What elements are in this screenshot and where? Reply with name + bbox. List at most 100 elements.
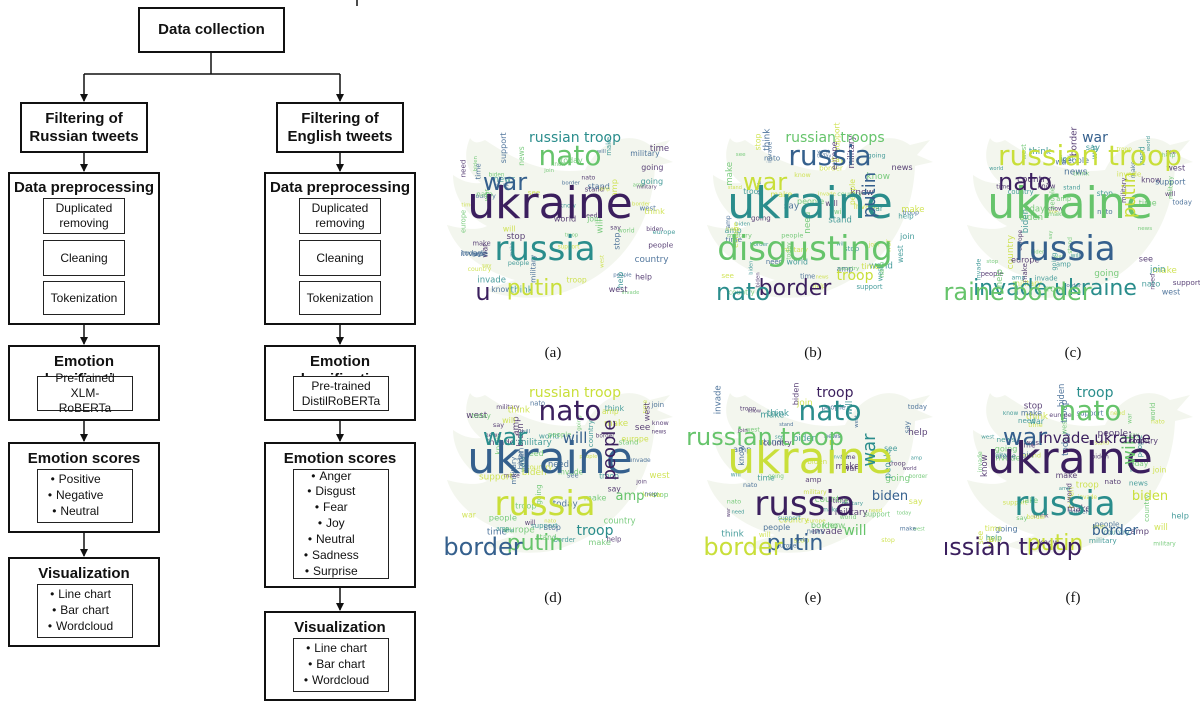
wordcloud-filler-word: border	[1069, 126, 1079, 156]
wordcloud-filler-word: will	[1154, 522, 1168, 532]
wordcloud-filler-word: west	[1020, 144, 1028, 160]
wordcloud-filler-word: know	[867, 172, 890, 182]
wordcloud-filler-word: know	[642, 490, 662, 499]
wordcloud-filler-word: war	[843, 464, 858, 473]
wordcloud-filler-word: country	[635, 255, 669, 265]
wordcloud-filler-word: invade	[977, 451, 984, 472]
wordcloud-filler-word: say	[608, 485, 622, 494]
wordcloud-filler-word: stand	[779, 422, 793, 428]
wordcloud-filler-word: know	[494, 435, 503, 455]
wordcloud-filler-word: support	[479, 473, 514, 483]
wordcloud-filler-word: stand	[536, 533, 557, 542]
wordcloud-filler-word: stand	[1063, 184, 1080, 191]
wordcloud-filler-word: biden	[646, 226, 663, 233]
visualization-russian-title: Visualization	[38, 565, 130, 582]
wordcloud-filler-word: think	[1033, 512, 1049, 519]
wordcloud-filler-word: make	[588, 537, 610, 547]
wordcloud-filler-word: west	[1025, 438, 1042, 447]
wordcloud-filler-word: war	[1090, 144, 1099, 159]
wordcloud-filler-word: know	[980, 454, 990, 477]
wordcloud-filler-word: make	[770, 189, 792, 199]
wordcloud-filler-word: news	[892, 162, 913, 172]
wordcloud-filler-word: help	[635, 273, 652, 282]
wordcloud-filler-word: invade	[1078, 495, 1098, 501]
wordcloud-filler-word: people	[981, 270, 1004, 278]
wordcloud-panel: will amp people country biden invade west know t…	[945, 100, 1200, 330]
wordcloud-filler-word: see	[1166, 149, 1177, 156]
wordcloud-filler-word: need	[732, 509, 745, 515]
wordcloud-word: border	[1092, 523, 1138, 539]
wordcloud-filler-word: say	[902, 421, 911, 433]
wordcloud-filler-word: invade	[1035, 275, 1058, 283]
wordcloud-filler-word: will	[502, 416, 515, 425]
wordcloud-filler-word: stop	[544, 523, 561, 532]
wordcloud-filler-word: going	[751, 213, 771, 222]
wordcloud-filler-word: europe	[1017, 229, 1024, 250]
wordcloud-filler-word: amp	[1056, 260, 1071, 268]
russian-step-cleaning-label: Cleaning	[60, 250, 108, 265]
wordcloud-filler-word: time	[487, 528, 507, 538]
wordcloud-word: russian troop	[529, 385, 621, 401]
wordcloud-filler-word: think	[757, 180, 763, 194]
wordcloud-word: war	[743, 168, 787, 196]
wordcloud-panel: will amp people country biden invade west know t…	[425, 100, 681, 330]
wordcloud-filler-word: amp	[599, 187, 610, 193]
wordcloud-filler-word: will	[759, 530, 771, 539]
wordcloud-word: border	[443, 533, 522, 561]
wordcloud-filler-word: need	[1137, 146, 1146, 165]
wordcloud-filler-word: join	[868, 242, 880, 249]
wordcloud-filler-word: see	[567, 472, 579, 480]
wordcloud-filler-word: amp	[633, 183, 645, 189]
data-collection-title: Data collection	[158, 21, 265, 38]
wordcloud-filler-word: see	[736, 152, 746, 158]
wordcloud-filler-word: biden	[516, 448, 525, 470]
wordcloud-filler-word: help	[607, 536, 622, 544]
wordcloud-filler-word: join	[635, 479, 647, 485]
wordcloud-filler-word: amp	[733, 444, 751, 454]
wordcloud-filler-word: make	[836, 462, 860, 472]
wordcloud-filler-word: will	[845, 401, 855, 415]
emotion-scores-english-title: Emotion scores	[283, 450, 397, 467]
wordcloud-word: nato	[716, 278, 770, 306]
wordcloud-filler-word: say	[610, 225, 621, 232]
wordcloud-filler-word: military	[630, 149, 660, 158]
filter-english-title: Filtering of English tweets	[287, 109, 393, 145]
wordcloud-filler-word: amp	[1012, 274, 1026, 281]
wordcloud-filler-word: help	[986, 534, 1003, 543]
wordcloud-filler-word: help	[908, 428, 928, 438]
wordcloud-word: putin	[859, 172, 880, 218]
wordcloud-filler-word: make	[726, 227, 740, 233]
wordcloud-filler-word: know	[748, 409, 761, 415]
wordcloud-word: nato	[1058, 394, 1121, 427]
wordcloud-filler-word: will	[836, 242, 845, 248]
filter-english-box: Filtering of English tweets	[276, 102, 404, 153]
wordcloud-word: will	[1119, 435, 1140, 465]
wordcloud-filler-word: europe	[621, 435, 648, 444]
bird-shape	[707, 393, 933, 553]
wordcloud-filler-word: make	[1017, 496, 1038, 505]
wordcloud-filler-word: help	[796, 537, 808, 543]
wordcloud-filler-word: west	[1061, 418, 1069, 434]
wordcloud-filler-word: world	[840, 514, 857, 521]
russian-score-item: Positive	[44, 472, 103, 488]
wordcloud-word: russia	[1014, 484, 1115, 524]
wordcloud-filler-word: amp	[726, 215, 732, 228]
wordcloud-filler-word: world	[554, 214, 577, 224]
wordcloud-filler-word: think	[605, 404, 625, 413]
wordcloud-filler-word: see	[635, 423, 650, 433]
wordcloud-filler-word: invade	[487, 437, 515, 447]
wordcloud-filler-word: will	[595, 219, 605, 233]
wordcloud-filler-word: border	[1063, 283, 1082, 289]
wordcloud-filler-word: country	[1017, 175, 1051, 185]
wordcloud-filler-word: invade	[818, 192, 836, 198]
wordcloud-word: russia	[1014, 229, 1115, 269]
wordcloud-filler-word: world	[1146, 136, 1152, 152]
wordcloud-word: ukraine	[987, 433, 1153, 484]
wordcloud-word: troop	[837, 268, 874, 284]
wordcloud-filler-word: news	[652, 430, 667, 436]
english-score-item: Anger	[300, 469, 359, 485]
wordcloud-filler-word: know	[1038, 182, 1056, 190]
russian-step-tokenization-label: Tokenization	[50, 290, 118, 305]
english-score-item: Surprise	[300, 564, 359, 580]
